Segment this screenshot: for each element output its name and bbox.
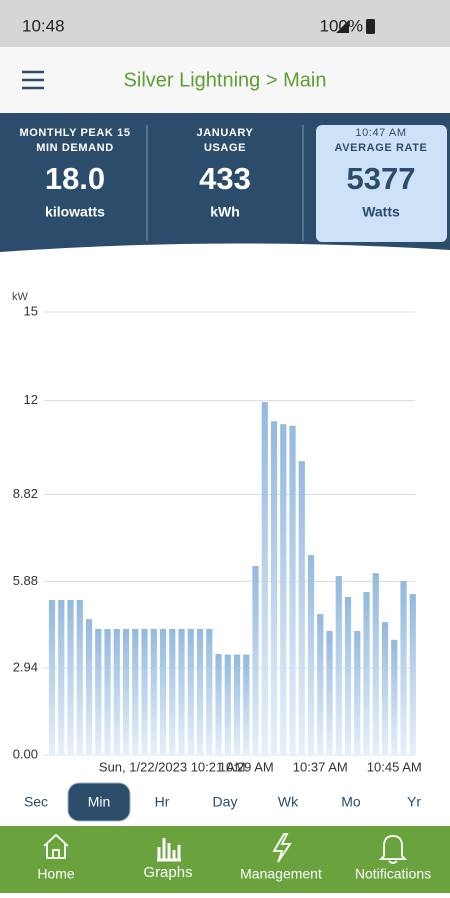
- tab[interactable]: Sec: [24, 794, 48, 810]
- bar: [122, 628, 130, 755]
- y-tick-label: 8.82: [13, 486, 38, 501]
- header-title: Silver Lightning > Main: [124, 69, 327, 91]
- tab[interactable]: Yr: [407, 794, 421, 810]
- stat-unit: Watts: [362, 204, 400, 220]
- y-tick-label: 2.94: [13, 660, 38, 675]
- nav-item[interactable]: Home: [37, 866, 75, 882]
- status-time: 10:48: [22, 16, 65, 35]
- tab[interactable]: Day: [213, 794, 238, 810]
- y-tick-label: 5.88: [13, 573, 38, 588]
- bar: [335, 576, 342, 755]
- bar: [85, 619, 93, 755]
- tab[interactable]: Min: [88, 794, 111, 810]
- bar: [178, 628, 185, 755]
- bar: [298, 461, 305, 755]
- bottom-nav: [0, 826, 450, 893]
- bar: [187, 628, 194, 755]
- bar: [317, 614, 324, 755]
- range-tabs: Sec Min Hr Day Wk Mo Yr: [24, 782, 421, 822]
- bar: [141, 628, 148, 755]
- stat-value: 5377: [347, 161, 416, 196]
- bar: [409, 594, 416, 755]
- bar: [113, 628, 120, 755]
- stat-value: 18.0: [45, 161, 105, 196]
- tab[interactable]: Hr: [155, 794, 170, 810]
- stat-label: MIN DEMAND: [36, 142, 114, 154]
- bar: [104, 628, 111, 755]
- bar: [206, 628, 213, 755]
- stat-value: 433: [199, 161, 251, 196]
- stat-label: 10:47 AM: [355, 127, 406, 139]
- bar: [233, 654, 241, 755]
- nav-item[interactable]: Graphs: [143, 864, 192, 881]
- stat-unit: kWh: [210, 204, 240, 220]
- stat-card-highlight[interactable]: [316, 125, 447, 242]
- bar: [159, 628, 167, 755]
- status-bar: [0, 0, 450, 47]
- bar: [280, 424, 287, 755]
- bar: [224, 654, 231, 755]
- stat-label: MONTHLY PEAK 15: [19, 127, 130, 139]
- stats: MONTHLY PEAK 15 MIN DEMAND 18.0 kilowatts JA…: [19, 127, 428, 220]
- y-tick-label: 15: [24, 303, 38, 318]
- bar: [289, 425, 296, 755]
- menu-button[interactable]: [22, 70, 44, 90]
- bar: [243, 654, 250, 755]
- stat-unit: kilowatts: [45, 204, 105, 220]
- stat-label: USAGE: [204, 142, 246, 154]
- x-tick-label: 10:37 AM: [293, 759, 348, 774]
- bar: [372, 573, 379, 755]
- battery-icon: [366, 19, 375, 34]
- bar: [354, 630, 361, 755]
- bar: [150, 628, 157, 755]
- x-tick-label: 10:45 AM: [367, 759, 422, 774]
- stat-label: AVERAGE RATE: [335, 142, 428, 154]
- x-tick-label: Sun, 1/22/2023 10:21 AM: [99, 759, 246, 774]
- bar: [363, 591, 370, 755]
- bar: [326, 630, 333, 755]
- bar: [391, 639, 398, 755]
- y-axis-label: kW: [12, 291, 29, 303]
- x-tick-label: 10:29 AM: [219, 759, 274, 774]
- bar: [67, 599, 74, 755]
- nav-item[interactable]: Notifications: [355, 866, 431, 882]
- bar: [381, 622, 389, 755]
- bar: [400, 581, 407, 755]
- bar: [95, 628, 102, 755]
- tab[interactable]: Wk: [278, 794, 299, 810]
- bar: [132, 628, 139, 755]
- nav-icons: [43, 833, 408, 864]
- bar: [344, 596, 352, 755]
- nav-labels: Home Graphs Management Notifications: [37, 864, 431, 882]
- stat-label: JANUARY: [197, 127, 254, 139]
- bar: [169, 628, 176, 755]
- tab[interactable]: Mo: [341, 794, 361, 810]
- bar: [48, 599, 56, 755]
- bar: [196, 628, 204, 755]
- tab-selected-bg[interactable]: [67, 782, 131, 822]
- bar: [76, 599, 83, 755]
- bar: [58, 599, 65, 755]
- bar: [215, 653, 222, 755]
- bar: [270, 421, 278, 755]
- y-tick-label: 12: [24, 392, 38, 407]
- bar: [261, 402, 268, 755]
- bar: [252, 565, 259, 755]
- bar: [307, 555, 315, 755]
- chart: kW 0.00 2.94 5.88 8.82 12 15 Sun, 1/22/2023 10:…: [12, 291, 422, 775]
- y-tick-label: 0.00: [13, 746, 38, 761]
- app-header: [0, 47, 450, 113]
- status-battery: 100%: [320, 16, 363, 35]
- nav-item[interactable]: Management: [240, 866, 322, 882]
